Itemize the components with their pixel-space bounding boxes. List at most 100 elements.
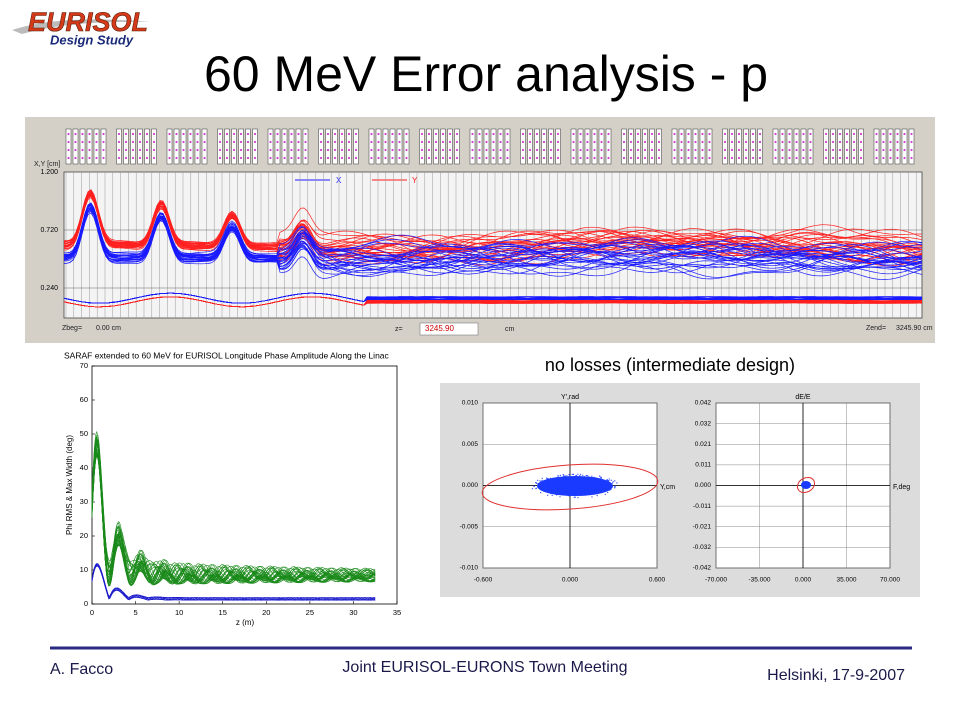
lattice-dot — [434, 140, 438, 144]
lattice-dot — [246, 140, 250, 144]
beam-particle — [537, 479, 539, 481]
lattice-dot — [852, 140, 856, 144]
beam-particle — [559, 474, 561, 476]
lattice-dot — [67, 132, 70, 136]
beam-particle — [541, 479, 543, 481]
lattice-dot — [636, 148, 640, 152]
lattice-dot — [88, 140, 91, 144]
beam-particle — [598, 484, 600, 486]
lattice-dot — [434, 156, 438, 160]
lattice-dot — [333, 148, 337, 152]
x-axis-label: F,deg — [893, 484, 910, 491]
lattice-dot — [492, 148, 495, 152]
y-tick-label: 0.720 — [40, 227, 58, 234]
lattice-dot — [478, 156, 481, 160]
beam-particle — [568, 474, 570, 476]
lattice-dot — [276, 140, 279, 144]
y-tick-label: 0 — [84, 599, 88, 608]
beam-particle — [570, 484, 572, 486]
lattice-dot — [650, 132, 654, 136]
zbeg-label: Zbeg= — [62, 325, 82, 332]
beam-particle — [566, 486, 568, 488]
lattice-dot — [232, 140, 236, 144]
lattice-dot — [471, 132, 474, 136]
lattice-dot — [117, 156, 121, 160]
lattice-dot — [203, 156, 206, 160]
lattice-dot — [377, 148, 380, 152]
lattice-element — [577, 128, 584, 165]
beam-particle — [568, 481, 570, 483]
lattice-element — [901, 128, 908, 165]
lattice-dot — [535, 140, 539, 144]
beam-particle — [574, 496, 576, 498]
beam-particle — [597, 478, 599, 481]
lattice-element — [180, 128, 187, 165]
lattice-dot — [781, 148, 784, 152]
lattice-dot — [138, 148, 142, 152]
lattice-element — [736, 128, 742, 165]
beam-particle — [605, 482, 607, 484]
lattice-dot — [81, 156, 84, 160]
lattice-dot — [774, 140, 777, 144]
caption: no losses (intermediate design) — [545, 355, 795, 375]
rms-trace — [91, 565, 376, 601]
envelope-trace — [63, 193, 923, 263]
lattice-dot — [572, 132, 575, 136]
lattice-dot — [521, 156, 525, 160]
lattice-dot — [657, 148, 661, 152]
beam-particle — [556, 493, 559, 495]
beam-particle — [610, 479, 612, 481]
lattice-element — [729, 128, 735, 165]
plot-title: SARAF extended to 60 MeV for EURISOL Lon… — [64, 350, 390, 360]
lattice-dot — [283, 148, 286, 152]
lattice-dot — [246, 148, 250, 152]
lattice-element — [93, 128, 100, 165]
lattice-dot — [845, 156, 849, 160]
beam-particle — [594, 485, 596, 487]
lattice-element — [245, 128, 251, 165]
beam-particle — [555, 487, 558, 489]
beam-particle — [596, 495, 598, 497]
lattice-element — [454, 128, 460, 165]
lattice-dot — [694, 132, 697, 136]
beam-particle — [614, 486, 616, 488]
lattice-dot — [629, 132, 633, 136]
beam-particle — [571, 487, 574, 489]
lattice-dot — [528, 140, 532, 144]
lattice-element — [201, 128, 208, 165]
beam-particle — [545, 486, 547, 488]
lattice-dot — [572, 140, 575, 144]
beam-particle — [565, 478, 567, 480]
lattice-dot — [600, 140, 603, 144]
lattice-dot — [340, 132, 344, 136]
beam-core — [801, 481, 811, 489]
beam-particle — [551, 492, 553, 494]
lattice-dot — [405, 156, 408, 160]
lattice-dot — [607, 156, 610, 160]
lattice-dot — [723, 132, 727, 136]
lattice-dot — [203, 140, 206, 144]
lattice-dot — [175, 148, 178, 152]
lattice-dot — [117, 148, 121, 152]
beam-particle — [564, 475, 566, 477]
beam-particle — [545, 483, 548, 485]
lattice-dot — [269, 140, 272, 144]
y-tick-label: 0.000 — [462, 482, 479, 489]
lattice-dot — [269, 132, 272, 136]
lattice-dot — [809, 140, 812, 144]
lattice-dot — [593, 148, 596, 152]
lattice-dot — [673, 132, 676, 136]
x-tick-label: 0.000 — [562, 577, 579, 584]
y-tick-label: 20 — [80, 531, 88, 540]
lattice-dot — [326, 132, 330, 136]
lattice-dot — [117, 140, 121, 144]
beam-particle — [574, 481, 576, 483]
beam-particle — [604, 484, 606, 486]
lattice-dot — [593, 140, 596, 144]
beam-particle — [566, 475, 568, 477]
envelope-trace — [63, 202, 923, 275]
lattice-dot — [622, 132, 626, 136]
lattice-element — [79, 128, 86, 165]
beam-particle — [610, 489, 612, 491]
